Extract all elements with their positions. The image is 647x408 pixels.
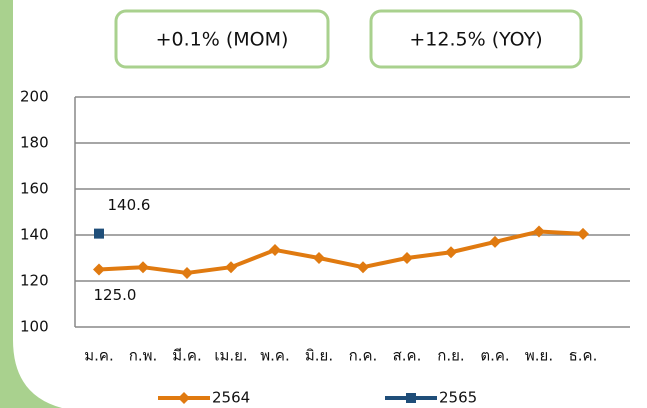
point bbox=[178, 392, 190, 404]
mom-label: +0.1% (MOM) bbox=[156, 29, 289, 51]
x-tick-label: ส.ค. bbox=[393, 347, 422, 365]
series-line bbox=[98, 229, 584, 275]
y-tick-label: 200 bbox=[20, 88, 49, 106]
legend-label: 2564 bbox=[212, 389, 250, 407]
x-tick-label: มิ.ย. bbox=[305, 347, 333, 365]
mom-box bbox=[114, 9, 330, 69]
point bbox=[533, 225, 545, 238]
frame-border bbox=[0, 0, 62, 408]
value-label: 140.6 bbox=[108, 196, 151, 214]
x-tick-label: พ.ค. bbox=[260, 347, 289, 365]
y-tick-label: 140 bbox=[20, 226, 49, 244]
x-tick-label: เม.ย. bbox=[214, 347, 247, 365]
point bbox=[577, 227, 589, 240]
point bbox=[313, 252, 325, 264]
x-tick-label: ก.ย. bbox=[437, 347, 464, 365]
legend-label: 2565 bbox=[439, 389, 477, 407]
x-tick-label: ก.พ. bbox=[129, 347, 158, 365]
y-tick-label: 120 bbox=[20, 272, 49, 290]
value-label: 125.0 bbox=[94, 286, 137, 304]
yoy-box bbox=[369, 9, 583, 69]
point bbox=[137, 261, 149, 274]
y-tick-label: 160 bbox=[20, 180, 49, 198]
point bbox=[445, 246, 457, 259]
y-tick-label: 180 bbox=[20, 134, 49, 152]
yoy-label: +12.5% (YOY) bbox=[409, 29, 542, 51]
point bbox=[406, 393, 416, 403]
point bbox=[357, 261, 369, 274]
x-tick-label: ต.ค. bbox=[480, 347, 509, 365]
y-tick-label: 100 bbox=[20, 318, 49, 336]
point bbox=[94, 228, 104, 239]
point bbox=[225, 261, 237, 274]
x-tick-label: ธ.ค. bbox=[569, 347, 598, 365]
point bbox=[401, 252, 413, 264]
point bbox=[269, 243, 281, 256]
x-tick-label: มี.ค. bbox=[172, 347, 201, 365]
x-tick-label: ม.ค. bbox=[84, 347, 113, 365]
point bbox=[489, 235, 501, 248]
point bbox=[93, 263, 105, 276]
x-tick-label: ก.ค. bbox=[349, 347, 378, 365]
point bbox=[181, 266, 193, 279]
x-tick-label: พ.ย. bbox=[525, 347, 553, 365]
